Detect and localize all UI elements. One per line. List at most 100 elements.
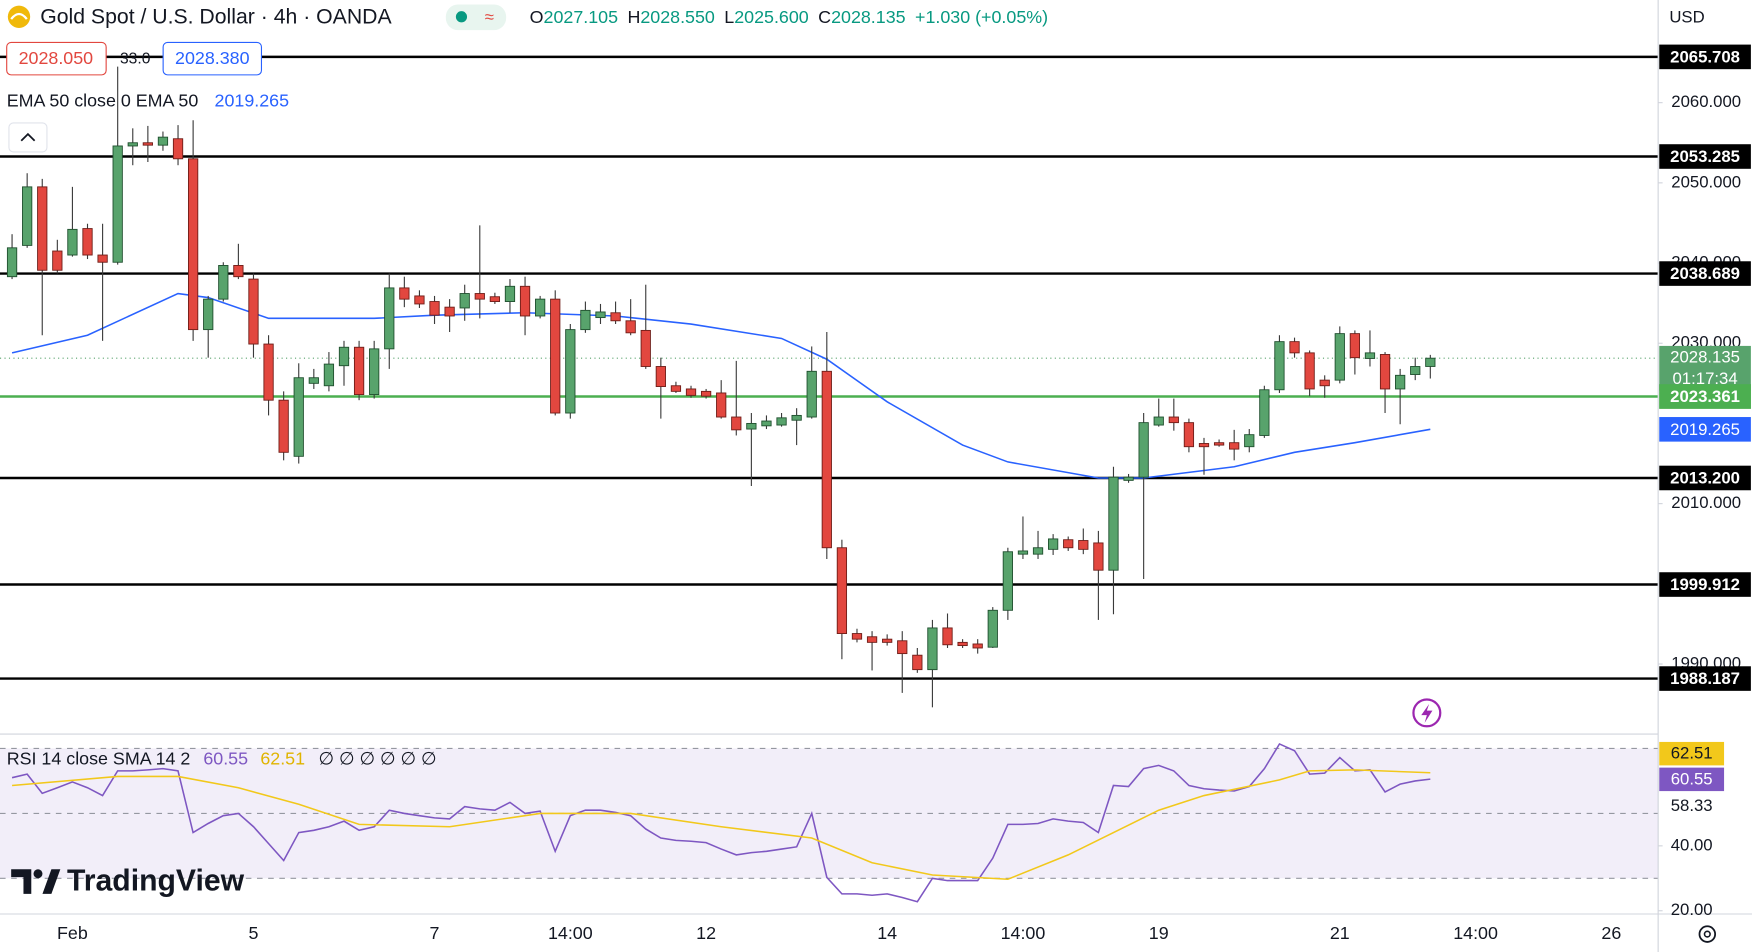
candle-body — [82, 228, 93, 256]
y-tick-label: 40.00 — [1671, 835, 1713, 854]
y-tick-label: 2010.000 — [1671, 493, 1741, 512]
ema-label: 2019.265 — [1670, 420, 1740, 439]
candle-body — [897, 640, 908, 655]
candle-body — [1304, 352, 1315, 390]
candle-body — [1364, 352, 1376, 359]
candle-body — [97, 254, 108, 263]
candle-body — [293, 377, 304, 457]
ohlc-legend: O2027.105 H2028.550 L2025.600 C2028.135 … — [530, 7, 1048, 27]
candle-body — [399, 287, 410, 300]
level-label-box — [1659, 144, 1751, 169]
candle-body — [731, 416, 742, 431]
last-price-box — [1659, 345, 1751, 391]
logo: TradingView — [11, 865, 245, 898]
time-axis: Feb 5 7 14:00 12 14 14:00 19 21 14:00 26 — [57, 923, 1621, 943]
candle-body — [142, 142, 153, 146]
rsi-plot — [11, 742, 1431, 903]
candle-body — [1229, 442, 1240, 450]
candle-body — [22, 186, 33, 246]
rsi-value-box — [1659, 741, 1725, 766]
rsi-placeholders: ∅ ∅ ∅ ∅ ∅ ∅ — [318, 749, 436, 769]
candle-body — [1425, 357, 1436, 367]
alert-icon[interactable] — [1412, 698, 1442, 728]
candle-body — [1213, 442, 1225, 446]
currency-box[interactable] — [1660, 3, 1748, 33]
rsi-line — [11, 742, 1431, 903]
candle-body — [1198, 443, 1210, 448]
candle-body — [1379, 354, 1391, 390]
level-label-box — [1659, 261, 1751, 286]
ohlc-value: 2025.600 — [734, 7, 809, 27]
level-label-box — [1659, 666, 1751, 691]
candle-body — [414, 295, 425, 305]
candle-body — [655, 366, 666, 387]
collapse-button[interactable] — [8, 122, 48, 153]
candle-body — [429, 301, 440, 316]
chevron — [20, 132, 36, 142]
x-tick-label: Feb — [57, 923, 88, 943]
symbol-title[interactable]: Gold Spot / U.S. Dollar · 4h · OANDA — [40, 5, 392, 28]
candle-body — [1002, 551, 1013, 611]
level-label: 1988.187 — [1670, 669, 1740, 688]
x-tick-label: 14:00 — [1001, 923, 1046, 943]
candle-body — [6, 247, 18, 278]
rsi-value-box — [1659, 767, 1725, 792]
level-label: 2023.361 — [1670, 387, 1740, 406]
candle-body — [836, 547, 848, 634]
symbol-icon-mark — [10, 12, 28, 20]
candle-body — [700, 390, 712, 397]
candle-body — [1123, 476, 1134, 481]
candle-body — [1319, 379, 1330, 387]
alert-bolt — [1421, 703, 1433, 723]
candle-body — [172, 138, 184, 160]
logo-dot — [33, 869, 43, 879]
candle-body — [776, 417, 787, 426]
candle-body — [504, 285, 516, 302]
candle-body — [218, 265, 229, 300]
candle-body — [912, 654, 923, 671]
price-axis: 2060.0002050.0002040.0002030.0002010.000… — [1658, 44, 1751, 919]
signal-line — [12, 769, 1431, 881]
countdown: 01:17:34 — [1672, 369, 1737, 388]
candle-body — [1017, 550, 1029, 555]
y-tick-label: 2060.000 — [1671, 92, 1741, 111]
candle-body — [565, 329, 576, 414]
ohlc-label: C — [818, 7, 831, 27]
candle-body — [791, 414, 802, 421]
candle-body — [444, 306, 455, 317]
candle-body — [851, 633, 863, 640]
level-label-box — [1659, 44, 1751, 70]
rsi-pane — [0, 747, 1659, 879]
settings-icon-core — [1703, 930, 1711, 938]
settings-icon[interactable] — [1698, 925, 1717, 943]
candle-body — [1048, 538, 1059, 550]
candle-body — [806, 370, 817, 418]
candle-body — [233, 265, 244, 278]
level-label: 2065.708 — [1670, 47, 1740, 66]
sell-price: 2028.050 — [19, 48, 94, 68]
x-tick-label: 14:00 — [1453, 923, 1498, 943]
y-tick-label: 20.00 — [1671, 900, 1713, 919]
level-label-box — [1659, 465, 1751, 491]
level-label: 2038.689 — [1670, 264, 1740, 283]
candle-body — [187, 158, 199, 331]
candle-body — [1063, 539, 1074, 549]
logo-mark — [11, 869, 32, 894]
sell-button[interactable] — [6, 41, 107, 76]
candle-body — [519, 285, 531, 317]
candle-body — [987, 609, 998, 648]
candle-body — [459, 293, 470, 309]
market-status[interactable] — [445, 4, 507, 31]
last-price-label: 2028.135 — [1670, 348, 1740, 367]
buy-button[interactable] — [162, 41, 263, 76]
candle-body — [761, 420, 772, 427]
candle-body — [323, 363, 335, 387]
candle-body — [685, 388, 697, 396]
candle-body — [308, 377, 319, 384]
symbol-icon — [7, 5, 31, 28]
status-dot — [455, 11, 468, 23]
candle-body — [278, 399, 289, 453]
candle-body — [1274, 341, 1285, 391]
ema-legend: EMA 50 close 0 EMA 50 — [7, 90, 199, 110]
